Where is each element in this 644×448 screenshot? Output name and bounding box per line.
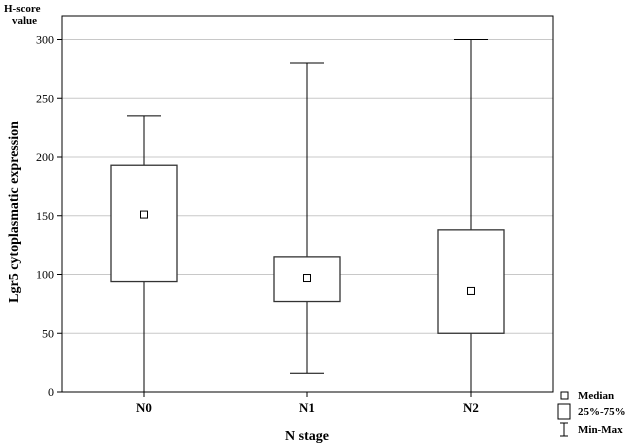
box-n1 xyxy=(273,62,341,374)
y-axis-ticks: 0 50 100 150 200 250 300 xyxy=(36,33,62,399)
y-tick-label: 250 xyxy=(36,91,54,105)
x-tick-label: N0 xyxy=(136,400,152,415)
iqr-box xyxy=(437,229,505,334)
median-marker xyxy=(467,286,475,295)
y-tick-label: 50 xyxy=(42,326,54,340)
median-marker xyxy=(303,274,311,283)
legend-box-label: 25%-75% xyxy=(578,406,626,418)
y-tick-label: 200 xyxy=(36,150,54,164)
legend-median-symbol xyxy=(560,391,569,400)
legend-whisker-label: Min-Max xyxy=(578,424,623,436)
legend: Median 25%-75% Min-Max xyxy=(557,390,626,437)
iqr-box xyxy=(110,164,178,283)
y-axis-title: Lgr5 cytoplasmatic expression xyxy=(7,121,22,303)
corner-title-line1: H-score xyxy=(4,3,41,15)
y-tick-label: 150 xyxy=(36,209,54,223)
legend-box-symbol xyxy=(557,403,571,420)
median-marker xyxy=(140,210,148,219)
y-tick-label: 0 xyxy=(48,385,54,399)
x-tick-label: N2 xyxy=(463,400,479,415)
y-tick-label: 100 xyxy=(36,268,54,282)
y-tick-label: 300 xyxy=(36,33,54,47)
legend-median-label: Median xyxy=(578,390,614,402)
corner-title-line2: value xyxy=(12,15,37,27)
x-tick-label: N1 xyxy=(299,400,315,415)
box-plots xyxy=(110,39,505,393)
box-n0 xyxy=(110,115,178,393)
x-axis-title: N stage xyxy=(285,429,329,444)
x-axis-labels: N0 N1 N2 xyxy=(136,392,479,415)
